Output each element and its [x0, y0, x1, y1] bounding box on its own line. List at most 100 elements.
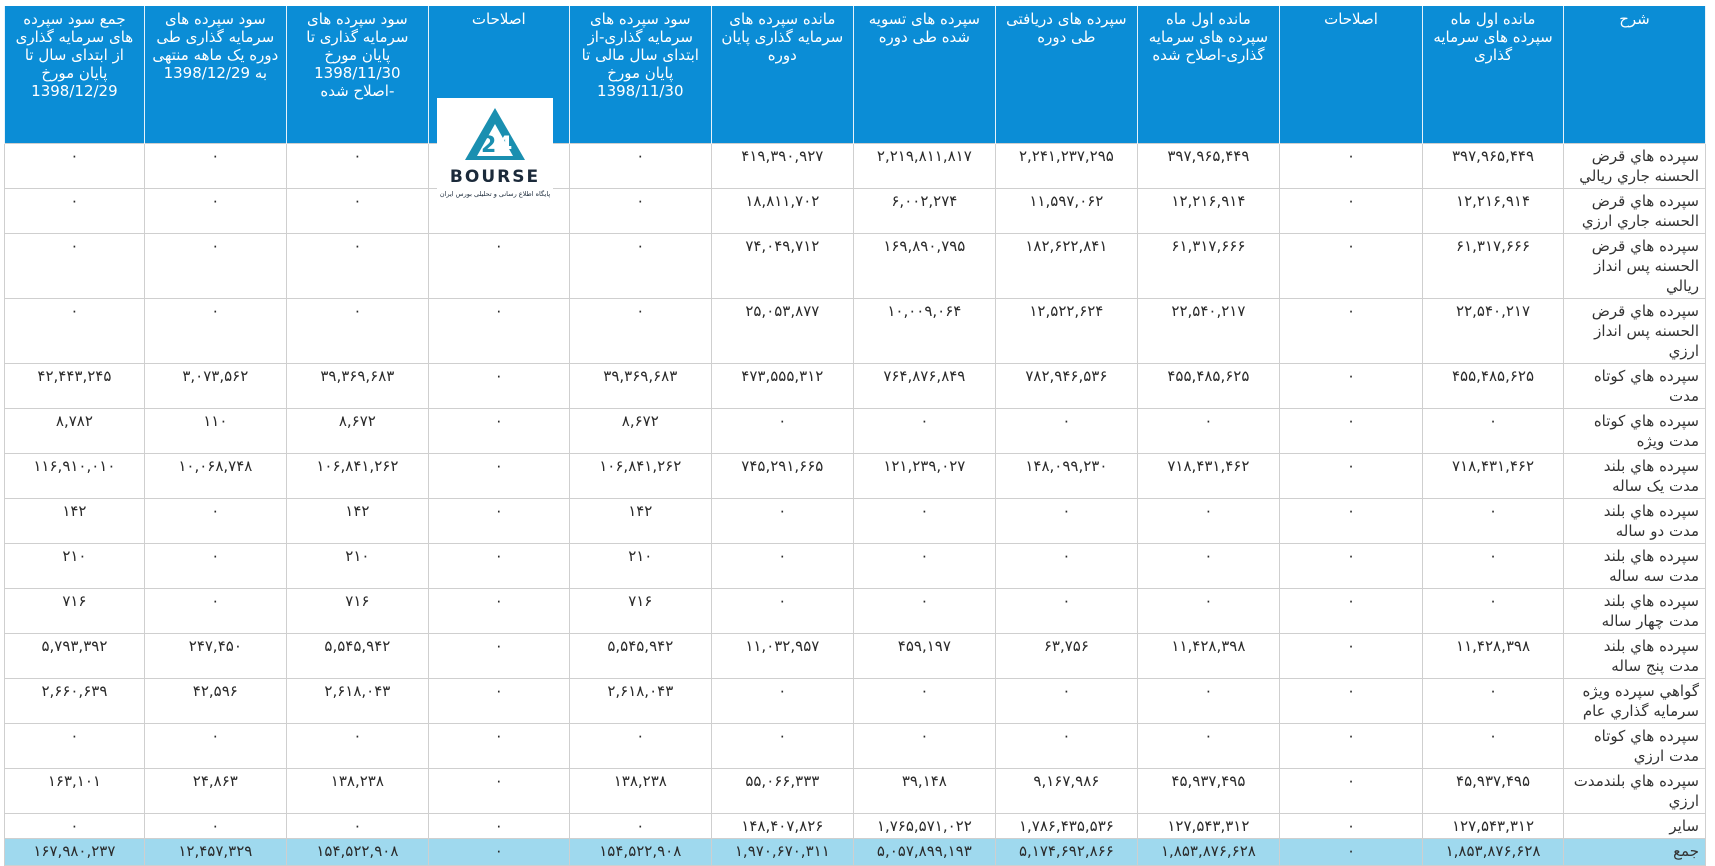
- table-cell: ۰: [1278, 362, 1424, 409]
- table-row: سپرده هاي بلند مدت يک ساله ۷۱۸,۴۳۱,۴۶۲ ۰ ۷۱…: [4, 452, 1707, 499]
- header-cell: شرح: [1562, 6, 1707, 143]
- table-cell: ۶۱,۳۱۷,۶۶۶: [1422, 232, 1564, 299]
- table-row: سپرده هاي بلند مدت چهار ساله ۰ ۰ ۰ ۰ ۰ ۰ ۷۱۶ ۰ ۷۱…: [4, 587, 1707, 634]
- table-row: سپرده هاي بلند مدت دو ساله ۰ ۰ ۰ ۰ ۰ ۰ ۱۴۲ ۰ ۱۴۲ ۰…: [4, 497, 1707, 544]
- table-cell: ۰: [1278, 812, 1424, 839]
- table-body: سپرده هاي قرض الحسنه جاري ريالي ۳۹۷,۹۶۵,۴…: [4, 142, 1707, 866]
- table-row: ساير ۱۲۷,۵۴۳,۳۱۲ ۰ ۱۲۷,۵۴۳,۳۱۲ ۱,۷۸۶,۴۳۵,۵۳۶…: [4, 812, 1707, 839]
- table-cell: ۰: [427, 407, 570, 454]
- table-cell: ۰: [1136, 677, 1280, 724]
- table-cell: ۰: [568, 297, 712, 364]
- table-cell: ۰: [852, 542, 996, 589]
- table-cell: ۰: [1422, 722, 1564, 769]
- table-cell: ۰: [4, 232, 145, 299]
- table-cell: ۲,۶۱۸,۰۴۳: [285, 677, 429, 724]
- table-cell: ۱۶۷,۹۸۰,۲۳۷: [4, 837, 145, 866]
- table-cell: ۰: [427, 587, 570, 634]
- table-cell: ۷۱۶: [285, 587, 429, 634]
- header-cell: اصلاحات: [1278, 6, 1424, 143]
- table-cell: ۰: [427, 677, 570, 724]
- table-cell: ۱۰۶,۸۴۱,۲۶۲: [285, 452, 429, 499]
- table-cell: ۲۱۰: [285, 542, 429, 589]
- row-description: سپرده هاي بلند مدت يک ساله: [1562, 452, 1707, 499]
- table-cell: ۰: [1422, 497, 1564, 544]
- table-row: گواهي سپرده ويژه سرمايه گذاري عام ۰ ۰ ۰ ۰ ۰ ۰ ۲…: [4, 677, 1707, 724]
- row-description: سپرده هاي بلندمدت ارزي: [1562, 767, 1707, 814]
- table-cell: ۰: [143, 142, 287, 189]
- table-row: سپرده هاي بلند مدت سه ساله ۰ ۰ ۰ ۰ ۰ ۰ ۲۱۰ ۰ ۲۱۰ ۰…: [4, 542, 1707, 589]
- table-cell: ۸,۶۷۲: [568, 407, 712, 454]
- table-cell: ۰: [143, 542, 287, 589]
- table-cell: ۰: [568, 187, 712, 234]
- table-cell: ۲۱۰: [4, 542, 145, 589]
- table-cell: ۳۹,۳۶۹,۶۸۳: [568, 362, 712, 409]
- table-cell: ۰: [143, 232, 287, 299]
- table-row: سپرده هاي قرض الحسنه پس انداز ارزي ۲۲,۵۴۰…: [4, 297, 1707, 364]
- table-cell: ۰: [4, 812, 145, 839]
- header-cell: مانده اول ماه سپرده های سرمایه گذاری: [1422, 6, 1564, 143]
- logo-name: BOURSE: [450, 167, 540, 187]
- table-cell: ۱۸,۸۱۱,۷۰۲: [710, 187, 854, 234]
- row-description: سپرده هاي قرض الحسنه پس انداز ريالي: [1562, 232, 1707, 299]
- table-cell: ۸,۷۸۲: [4, 407, 145, 454]
- table-cell: ۱۱,۴۲۸,۳۹۸: [1136, 632, 1280, 679]
- table-cell: ۰: [568, 812, 712, 839]
- table-cell: ۰: [852, 677, 996, 724]
- table-cell: ۴۱۹,۳۹۰,۹۲۷: [710, 142, 854, 189]
- table-cell: ۰: [1422, 677, 1564, 724]
- table-cell: ۲,۶۶۰,۶۳۹: [4, 677, 145, 724]
- table-cell: ۰: [1136, 407, 1280, 454]
- table-cell: ۰: [1278, 587, 1424, 634]
- header-cell: سود سپرده های سرمایه گذاری طی دوره یک ما…: [143, 6, 287, 143]
- table-cell: ۰: [1278, 632, 1424, 679]
- table-cell: ۳۹,۳۶۹,۶۸۳: [285, 362, 429, 409]
- table-cell: ۰: [1422, 407, 1564, 454]
- table-cell: ۰: [427, 812, 570, 839]
- table-cell: ۹,۱۶۷,۹۸۶: [994, 767, 1138, 814]
- table-cell: ۱,۸۵۳,۸۷۶,۶۲۸: [1422, 837, 1564, 866]
- table-cell: ۱۶۳,۱۰۱: [4, 767, 145, 814]
- table-cell: ۱,۷۸۶,۴۳۵,۵۳۶: [994, 812, 1138, 839]
- table-row: سپرده هاي بلند مدت پنج ساله ۱۱,۴۲۸,۳۹۸ ۰ ۱۱…: [4, 632, 1707, 679]
- table-cell: ۱۳۸,۲۳۸: [568, 767, 712, 814]
- header-cell: مانده اول ماه سپرده های سرمایه گذاری-اصل…: [1136, 6, 1280, 143]
- table-cell: ۱۱,۴۲۸,۳۹۸: [1422, 632, 1564, 679]
- table-cell: ۰: [427, 542, 570, 589]
- table-cell: ۲۱۰: [568, 542, 712, 589]
- table-cell: ۱۰,۰۶۸,۷۴۸: [143, 452, 287, 499]
- table-cell: ۵,۰۵۷,۸۹۹,۱۹۳: [852, 837, 996, 866]
- table-cell: ۱۲,۵۲۲,۶۲۴: [994, 297, 1138, 364]
- row-description: سپرده هاي بلند مدت چهار ساله: [1562, 587, 1707, 634]
- table-cell: ۴۲,۵۹۶: [143, 677, 287, 724]
- total-row: جمع ۱,۸۵۳,۸۷۶,۶۲۸ ۰ ۱,۸۵۳,۸۷۶,۶۲۸ ۵,۱۷۴,۶۹۲,…: [4, 837, 1707, 866]
- table-cell: ۰: [427, 452, 570, 499]
- table-cell: ۰: [994, 722, 1138, 769]
- row-description: سپرده هاي كوتاه مدت: [1562, 362, 1707, 409]
- table-cell: ۰: [568, 232, 712, 299]
- svg-text:2: 2: [481, 133, 496, 158]
- table-cell: ۱۸۲,۶۲۲,۸۴۱: [994, 232, 1138, 299]
- table-cell: ۰: [285, 297, 429, 364]
- table-cell: ۱۵۴,۵۲۲,۹۰۸: [568, 837, 712, 866]
- table-cell: ۷۱۶: [568, 587, 712, 634]
- table-cell: ۰: [1278, 497, 1424, 544]
- table-row: سپرده هاي قرض الحسنه پس انداز ريالي ۶۱,۳۱…: [4, 232, 1707, 299]
- table-cell: ۰: [427, 722, 570, 769]
- header-row: شرح مانده اول ماه سپرده های سرمایه گذاری…: [4, 6, 1707, 143]
- table-cell: ۱۴۲: [568, 497, 712, 544]
- table-cell: ۶,۰۰۲,۲۷۴: [852, 187, 996, 234]
- table-cell: ۴۵۹,۱۹۷: [852, 632, 996, 679]
- table-cell: ۱۱۶,۹۱۰,۰۱۰: [4, 452, 145, 499]
- row-description: سپرده هاي قرض الحسنه پس انداز ارزي: [1562, 297, 1707, 364]
- table-cell: ۰: [1278, 542, 1424, 589]
- table-cell: ۳,۰۷۳,۵۶۲: [143, 362, 287, 409]
- table-cell: ۱۲,۲۱۶,۹۱۴: [1422, 187, 1564, 234]
- table-cell: ۱۲۱,۲۳۹,۰۲۷: [852, 452, 996, 499]
- header-cell: جمع سود سپرده های سرمایه گذاری از ابتدای…: [4, 6, 145, 143]
- table-cell: ۰: [143, 297, 287, 364]
- header-cell: سپرده های تسویه شده طی دوره: [852, 6, 996, 143]
- table-cell: ۱۲,۴۵۷,۳۲۹: [143, 837, 287, 866]
- header-cell: سود سپرده های سرمایه گذاری تا پایان مورخ…: [285, 6, 429, 143]
- table-cell: ۰: [4, 297, 145, 364]
- table-cell: ۰: [1278, 767, 1424, 814]
